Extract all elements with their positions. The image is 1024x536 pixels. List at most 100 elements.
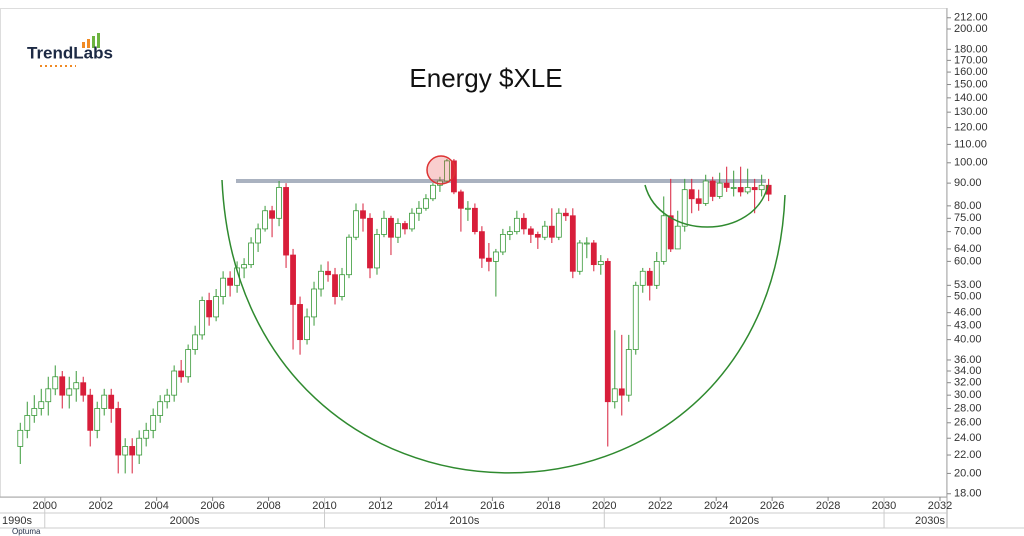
y-tick-label: 70.00	[954, 226, 982, 238]
candle-body	[625, 349, 632, 396]
cup-arc	[221, 179, 786, 474]
candle-body	[164, 394, 171, 403]
candle-body	[618, 388, 625, 396]
y-tick-label: 22.00	[954, 449, 982, 461]
y-tick-label: 170.00	[954, 54, 988, 66]
candle-body	[632, 284, 639, 350]
candle-body	[471, 207, 478, 233]
x-tick-label: 2014	[424, 500, 448, 512]
decade-label: 2010s	[449, 515, 479, 527]
candle-body	[395, 223, 401, 238]
decade-label: 2030s	[915, 515, 945, 527]
candle-body	[478, 231, 485, 259]
candle-body	[17, 429, 24, 447]
candle-body	[374, 234, 380, 269]
candle-body	[101, 394, 108, 409]
logo: TrendLabs	[27, 33, 113, 67]
y-tick-label: 120.00	[954, 122, 988, 134]
candle-body	[388, 217, 394, 238]
logo-bar	[82, 42, 85, 48]
candle-body	[492, 251, 499, 262]
candle-body	[262, 210, 268, 230]
candle-body	[541, 225, 548, 238]
candle-body	[129, 446, 136, 456]
candle-body	[590, 242, 597, 266]
candle-body	[248, 242, 254, 266]
candle-body	[108, 394, 115, 409]
candle-body	[185, 349, 192, 378]
candle-body	[660, 215, 667, 262]
y-tick-label: 34.00	[954, 365, 982, 377]
candle-body	[506, 231, 513, 235]
candle-body	[465, 207, 471, 210]
candle-body	[38, 401, 45, 409]
footer-brand: Optuma	[12, 527, 41, 536]
candle-body	[485, 257, 492, 262]
candle-body	[59, 376, 66, 396]
candle-body	[381, 217, 387, 235]
x-tick-label: 2026	[760, 500, 784, 512]
candle-body	[367, 217, 373, 269]
candle-body	[520, 217, 527, 230]
y-tick-label: 50.00	[954, 290, 982, 302]
candle-body	[220, 277, 227, 297]
y-tick-label: 24.00	[954, 432, 982, 444]
candle-body	[604, 260, 611, 403]
candle-body	[569, 215, 576, 272]
y-tick-label: 26.00	[954, 417, 982, 429]
candle-body	[178, 370, 185, 378]
candle-body	[646, 270, 653, 286]
candle-body	[136, 437, 143, 456]
x-tick-label: 2004	[144, 500, 168, 512]
candle-body	[157, 401, 164, 416]
candle-body	[353, 210, 359, 238]
candle-body	[639, 270, 646, 286]
y-tick-label: 40.00	[954, 334, 982, 346]
candle-body	[409, 212, 415, 230]
y-tick-label: 100.00	[954, 157, 988, 169]
candle-body	[444, 160, 450, 182]
candle-body	[416, 207, 422, 214]
candle-body	[80, 382, 87, 396]
candle-body	[688, 189, 695, 200]
candle-body	[730, 187, 737, 189]
y-tick-label: 60.00	[954, 255, 982, 267]
candle-body	[45, 388, 52, 403]
candle-body	[681, 189, 688, 227]
candle-body	[339, 274, 345, 297]
candle-body	[527, 228, 534, 235]
y-tick-label: 36.00	[954, 354, 982, 366]
x-tick-label: 2012	[368, 500, 392, 512]
candle-body	[115, 408, 122, 456]
candle-body	[737, 187, 744, 193]
logo-text: TrendLabs	[27, 43, 113, 62]
candle-body	[213, 296, 220, 318]
candle-body	[611, 388, 618, 403]
y-tick-label: 64.00	[954, 243, 982, 255]
candle-body	[597, 260, 604, 266]
x-tick-label: 2028	[816, 500, 840, 512]
x-tick-label: 2002	[88, 500, 112, 512]
y-tick-label: 160.00	[954, 66, 988, 78]
candle-body	[66, 388, 73, 396]
candle-body	[24, 415, 31, 431]
candle-body	[297, 304, 303, 341]
candle-body	[360, 210, 366, 219]
y-tick-label: 18.00	[954, 488, 982, 500]
candle-body	[94, 408, 101, 431]
candle-body	[758, 184, 765, 191]
y-tick-label: 180.00	[954, 43, 988, 55]
candle-body	[311, 288, 317, 318]
x-tick-label: 2016	[480, 500, 504, 512]
peak-highlight	[426, 155, 456, 185]
candle-body	[576, 242, 583, 272]
candle-body	[346, 236, 352, 276]
y-tick-label: 75.00	[954, 212, 982, 224]
handle-arc	[644, 184, 769, 228]
candle-body	[513, 217, 520, 233]
y-tick-label: 32.00	[954, 377, 982, 389]
candle-body	[723, 182, 730, 188]
y-tick-label: 200.00	[954, 23, 988, 35]
candle-body	[667, 215, 674, 250]
